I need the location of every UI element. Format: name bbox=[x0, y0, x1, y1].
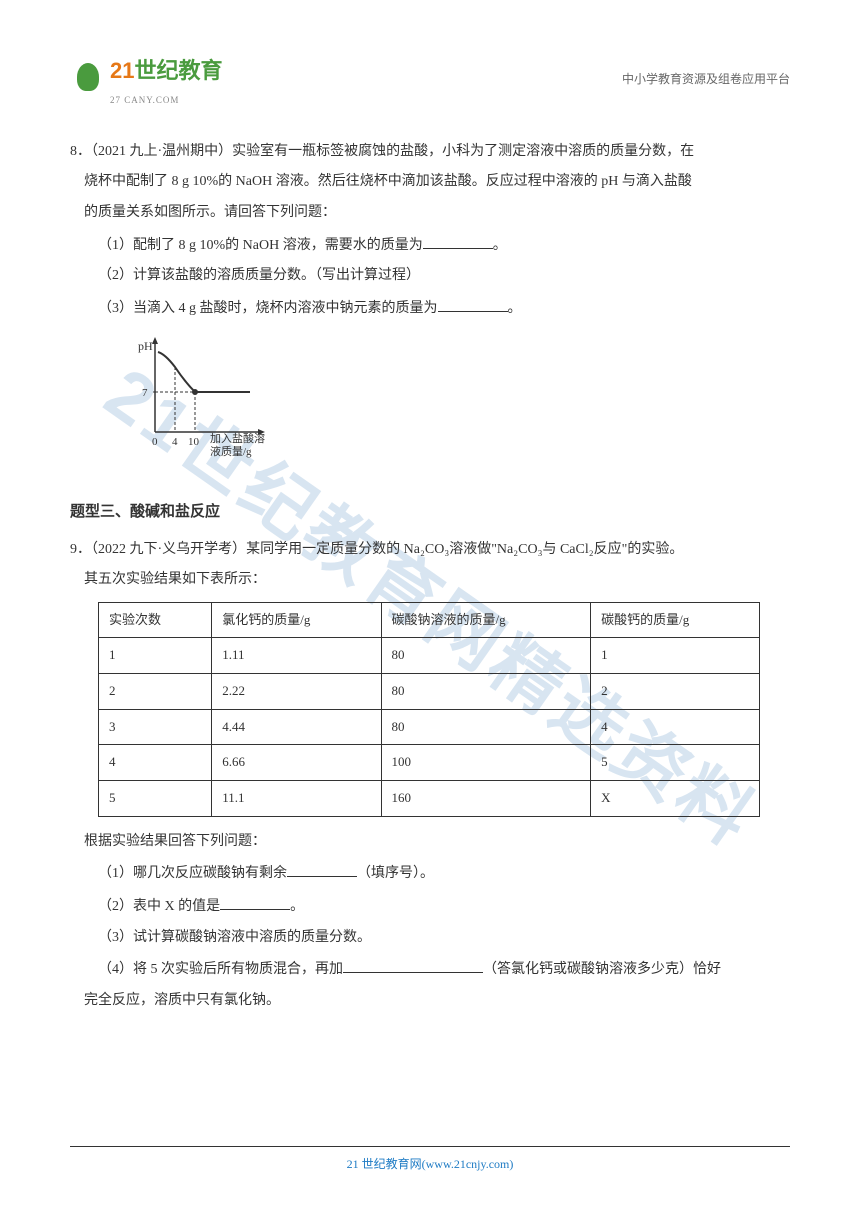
blank-input[interactable] bbox=[438, 294, 508, 312]
table-row: 5 11.1 160 X bbox=[99, 781, 760, 817]
q8-sub3: （3）当滴入 4 g 盐酸时，烧杯内溶液中钠元素的质量为。 bbox=[70, 294, 790, 323]
table-header: 实验次数 bbox=[99, 602, 212, 638]
content: 8．（2021 九上·温州期中）实验室有一瓶标签被腐蚀的盐酸，小科为了测定溶液中… bbox=[70, 139, 790, 1015]
ph-chart: pH 7 0 4 10 加入盐酸溶 液质量/g bbox=[130, 332, 790, 473]
q8-stem: 8．（2021 九上·温州期中）实验室有一瓶标签被腐蚀的盐酸，小科为了测定溶液中… bbox=[70, 139, 790, 166]
section-title: 题型三、酸碱和盐反应 bbox=[70, 498, 790, 527]
q9-sub1: （1）哪几次反应碳酸钠有剩余（填序号）。 bbox=[70, 859, 790, 888]
question-8: 8．（2021 九上·温州期中）实验室有一瓶标签被腐蚀的盐酸，小科为了测定溶液中… bbox=[70, 139, 790, 473]
q9-sub4-line2: 完全反应，溶质中只有氯化钠。 bbox=[70, 988, 790, 1015]
q9-sub2: （2）表中 X 的值是。 bbox=[70, 892, 790, 921]
table-header-row: 实验次数 氯化钙的质量/g 碳酸钠溶液的质量/g 碳酸钙的质量/g bbox=[99, 602, 760, 638]
table-header: 碳酸钠溶液的质量/g bbox=[381, 602, 591, 638]
table-row: 4 6.66 100 5 bbox=[99, 745, 760, 781]
experiment-table: 实验次数 氯化钙的质量/g 碳酸钠溶液的质量/g 碳酸钙的质量/g 1 1.11… bbox=[98, 602, 760, 817]
table-row: 1 1.11 80 1 bbox=[99, 638, 760, 674]
logo-icon bbox=[70, 61, 106, 97]
q9-stem: 9．（2022 九下·义乌开学考）某同学用一定质量分数的 Na₂CO₃溶液做"N… bbox=[70, 537, 790, 564]
svg-text:0: 0 bbox=[152, 436, 158, 448]
q8-stem-line3: 的质量关系如图所示。请回答下列问题： bbox=[70, 200, 790, 227]
table-row: 2 2.22 80 2 bbox=[99, 674, 760, 710]
y-tick-7: 7 bbox=[142, 387, 148, 399]
blank-input[interactable] bbox=[423, 231, 493, 249]
page-footer: 21 世纪教育网(www.21cnjy.com) bbox=[0, 1146, 860, 1176]
header-right-text: 中小学教育资源及组卷应用平台 bbox=[622, 68, 790, 91]
svg-text:液质量/g: 液质量/g bbox=[210, 444, 252, 458]
question-9: 9．（2022 九下·义乌开学考）某同学用一定质量分数的 Na₂CO₃溶液做"N… bbox=[70, 537, 790, 1015]
table-header: 氯化钙的质量/g bbox=[212, 602, 381, 638]
q8-sub2: （2）计算该盐酸的溶质质量分数。（写出计算过程） bbox=[70, 263, 790, 290]
logo: 21世纪教育 27 CANY.COM bbox=[70, 50, 223, 109]
table-header: 碳酸钙的质量/g bbox=[591, 602, 760, 638]
q8-sub1: （1）配制了 8 g 10%的 NaOH 溶液，需要水的质量为。 bbox=[70, 231, 790, 260]
table-row: 3 4.44 80 4 bbox=[99, 709, 760, 745]
blank-input[interactable] bbox=[220, 892, 290, 910]
blank-input[interactable] bbox=[343, 955, 483, 973]
svg-text:10: 10 bbox=[188, 436, 200, 448]
svg-text:加入盐酸溶: 加入盐酸溶 bbox=[210, 431, 265, 445]
y-axis-label: pH bbox=[138, 339, 153, 353]
svg-text:4: 4 bbox=[172, 436, 178, 448]
blank-input[interactable] bbox=[287, 859, 357, 877]
q9-stem-line2: 其五次实验结果如下表所示： bbox=[70, 567, 790, 594]
q9-after-table: 根据实验结果回答下列问题： bbox=[70, 829, 790, 856]
q9-sub3: （3）试计算碳酸钠溶液中溶质的质量分数。 bbox=[70, 925, 790, 952]
footer-text: 21 世纪教育网(www.21cnjy.com) bbox=[347, 1157, 514, 1171]
q8-stem-line2: 烧杯中配制了 8 g 10%的 NaOH 溶液。然后往烧杯中滴加该盐酸。反应过程… bbox=[70, 169, 790, 196]
logo-text: 21世纪教育 bbox=[110, 50, 223, 92]
logo-subtitle: 27 CANY.COM bbox=[110, 92, 223, 109]
page-header: 21世纪教育 27 CANY.COM 中小学教育资源及组卷应用平台 bbox=[70, 50, 790, 109]
q9-sub4-line1: （4）将 5 次实验后所有物质混合，再加（答氯化钙或碳酸钠溶液多少克）恰好 bbox=[70, 955, 790, 984]
chart-svg: pH 7 0 4 10 加入盐酸溶 液质量/g bbox=[130, 332, 290, 462]
